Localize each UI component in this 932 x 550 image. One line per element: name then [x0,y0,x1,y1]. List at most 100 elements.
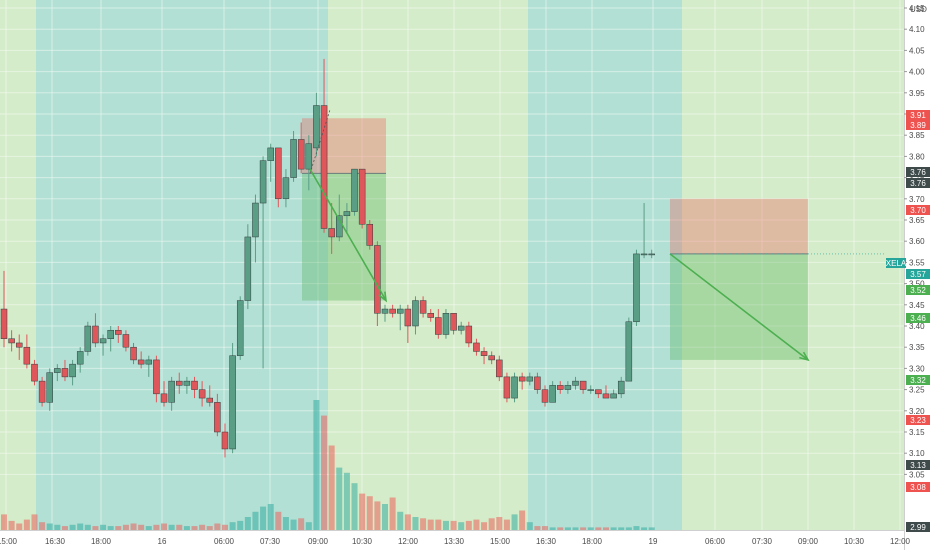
candle-down[interactable] [320,58,328,233]
candle-up[interactable] [633,249,640,326]
candle-up[interactable] [99,334,107,356]
candle-down[interactable] [579,380,587,394]
candle-down[interactable] [518,372,526,390]
candle-up[interactable] [54,364,61,382]
candle-down[interactable] [23,334,31,369]
candle-down[interactable] [557,381,564,394]
candle-down[interactable] [214,393,221,437]
candle-up[interactable] [168,376,175,411]
candle-down[interactable] [137,351,145,369]
candle-down[interactable] [38,376,46,407]
candle-down[interactable] [153,355,160,403]
candle-down[interactable] [206,385,213,407]
candle-up[interactable] [381,304,389,322]
candle-up[interactable] [549,381,556,403]
candle-up[interactable] [46,368,53,411]
candle-up[interactable] [236,296,244,360]
candle-up[interactable] [587,385,594,394]
candle-down[interactable] [176,372,183,394]
candle-down[interactable] [198,381,206,407]
volume-bar [625,527,632,530]
candle-down[interactable] [602,385,610,399]
volume-bar [359,493,366,530]
candle-up[interactable] [259,156,267,369]
candle-down[interactable] [328,203,335,254]
candle-up[interactable] [76,347,84,373]
candle-up[interactable] [267,143,274,182]
candle-down[interactable] [366,220,374,250]
candle-down[interactable] [115,326,122,343]
candle-up[interactable] [396,304,404,331]
candle-up[interactable] [564,381,572,394]
candle-down[interactable] [503,372,511,403]
candle-up[interactable] [290,130,297,182]
candle-down[interactable] [122,330,130,352]
candle-down[interactable] [465,321,473,348]
candle-up[interactable] [511,372,518,403]
candle-down[interactable] [15,334,23,360]
price-tick-label: 3.55 [909,258,925,267]
candle-down[interactable] [450,313,457,335]
candle-down[interactable] [419,296,427,318]
symbol-tag-label: XELA [886,259,907,268]
candle-up[interactable] [229,342,236,454]
candle-down[interactable] [160,381,168,407]
price-tick-label: 3.05 [909,470,925,479]
candle-down[interactable] [31,359,38,386]
candle-up[interactable] [457,321,465,335]
candle-down[interactable] [221,423,229,458]
price-tick-label: 3.40 [909,322,925,331]
time-tick-label: 10:30 [352,537,373,546]
candle-up[interactable] [252,194,259,263]
price-badge [906,120,930,130]
candle-up[interactable] [107,326,114,352]
candle-down[interactable] [427,309,434,322]
candle-up[interactable] [640,203,648,259]
candle-down[interactable] [275,147,282,208]
candle-down[interactable] [496,355,503,382]
candle-body [351,168,358,212]
candle-body [320,105,328,229]
candle-down[interactable] [480,347,488,365]
candle-up[interactable] [244,224,252,310]
candle-down[interactable] [297,122,305,174]
candle-down[interactable] [0,270,8,348]
candle-down[interactable] [389,304,396,318]
candle-body [267,147,274,161]
candle-down[interactable] [61,359,69,382]
candle-up[interactable] [84,321,92,356]
candle-up[interactable] [625,317,633,382]
candle-up[interactable] [442,309,450,339]
candle-down[interactable] [473,338,480,356]
candle-down[interactable] [130,342,137,365]
candle-up[interactable] [351,168,358,216]
candle-up[interactable] [183,376,191,394]
candle-up[interactable] [282,169,290,208]
candle-down[interactable] [488,351,495,365]
candle-up[interactable] [610,389,617,399]
candle-up[interactable] [313,92,320,157]
candle-up[interactable] [145,355,153,377]
candle-up[interactable] [648,249,655,259]
candle-down[interactable] [8,330,15,352]
candle-body [419,300,427,314]
candle-up[interactable] [572,376,579,390]
candle-body [23,346,31,365]
candle-down[interactable] [541,385,549,407]
candle-up[interactable] [412,296,419,335]
candle-down[interactable] [435,309,442,339]
candle-up[interactable] [526,372,534,386]
candle-up[interactable] [305,135,313,191]
candle-down[interactable] [358,168,366,229]
candle-up[interactable] [617,376,625,399]
price-badge-value: 3.70 [910,206,926,215]
candle-down[interactable] [534,372,541,394]
candle-down[interactable] [595,389,602,399]
candle-down[interactable] [191,376,198,399]
candle-down[interactable] [404,304,412,343]
candle-down[interactable] [92,313,99,348]
volume-bar [328,445,335,530]
candle-up[interactable] [343,203,351,233]
candle-up[interactable] [69,359,76,386]
